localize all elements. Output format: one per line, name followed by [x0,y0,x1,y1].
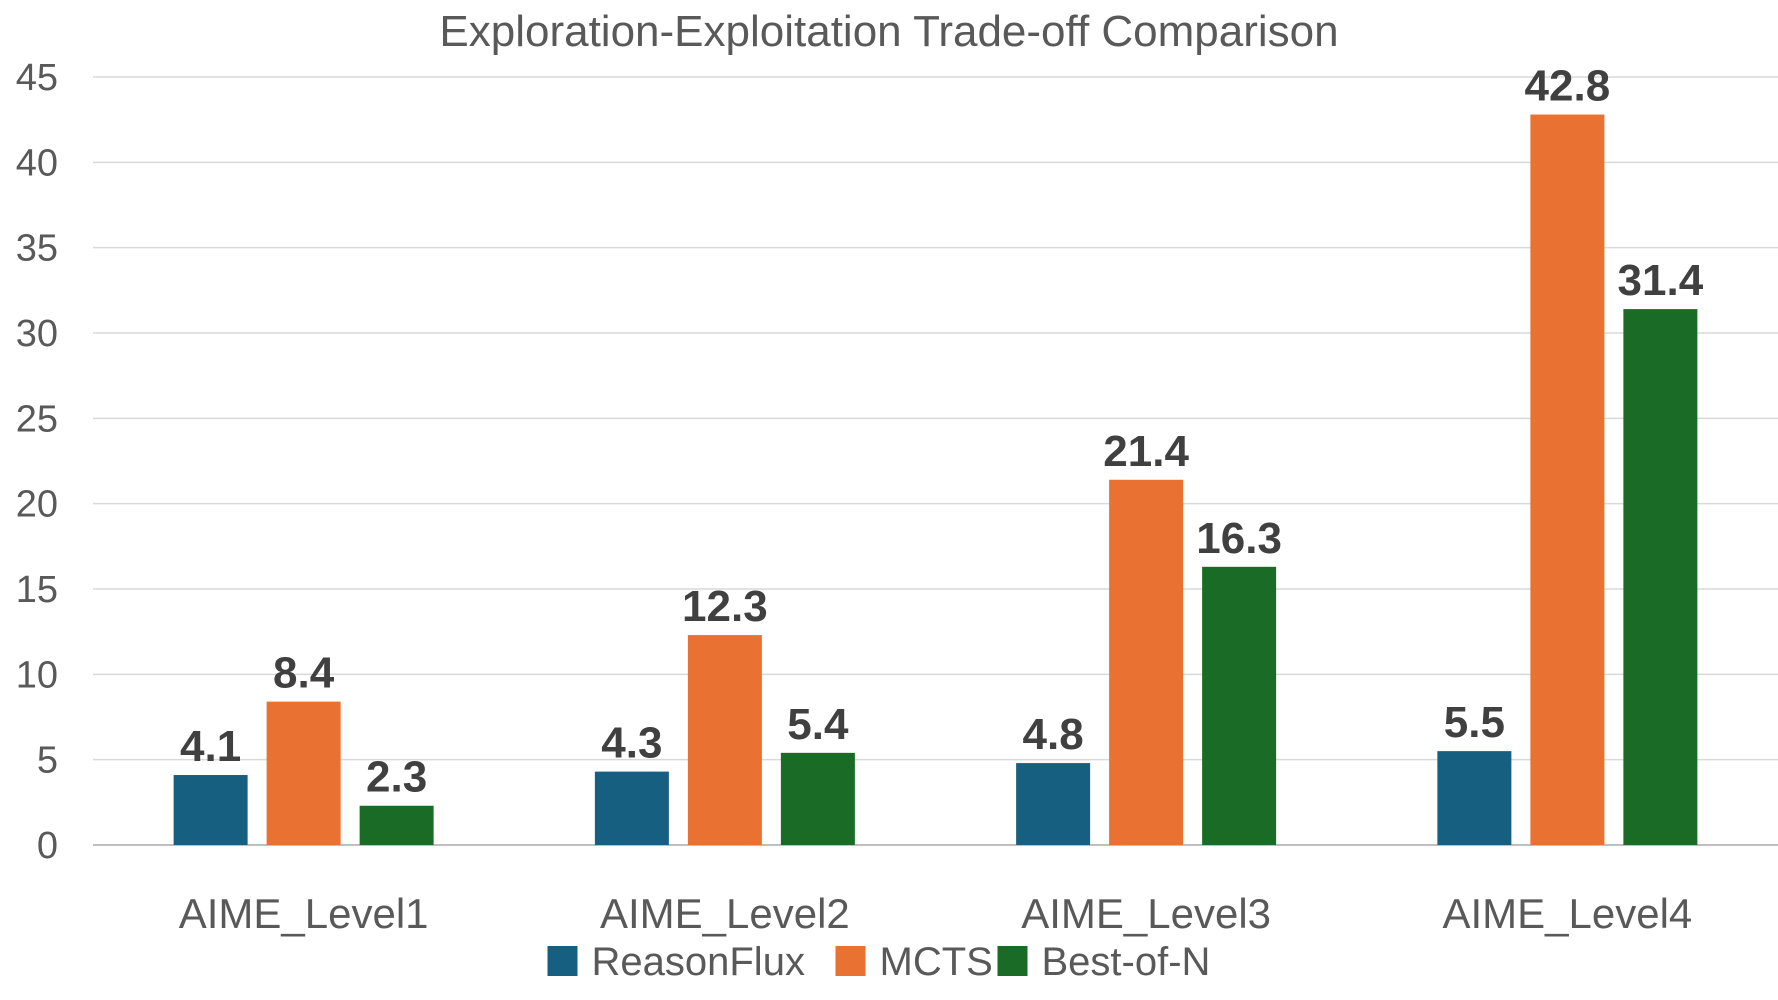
legend-label: MCTS [880,940,993,984]
bar-best-of-n-aime-level2 [780,752,855,845]
y-tick-label: 10 [16,654,58,696]
bar-best-of-n-aime-level1 [359,805,434,845]
y-axis-ticks: 0 5 10 15 20 25 30 35 40 45 [16,57,58,867]
y-tick-label: 0 [37,825,58,867]
x-tick-label: AIME_Level1 [179,890,429,937]
data-label: 4.8 [1023,710,1084,759]
x-axis-ticks: AIME_Level1 AIME_Level2 AIME_Level3 AIME_Le… [179,890,1693,937]
y-tick-label: 45 [16,57,58,99]
bar-mcts-aime-level2 [687,635,762,845]
legend-label: ReasonFlux [592,940,805,984]
bar-reasonflux-aime-level1 [173,775,248,845]
data-label: 12.3 [682,582,768,631]
x-tick-label: AIME_Level3 [1021,890,1271,937]
data-label: 5.4 [787,700,849,749]
data-label: 42.8 [1525,62,1611,111]
y-tick-label: 20 [16,484,58,526]
gridlines [93,76,1778,761]
bar-reasonflux-aime-level3 [1016,763,1091,845]
bar-mcts-aime-level3 [1109,479,1184,845]
data-label: 4.1 [180,722,241,771]
data-label: 21.4 [1103,427,1189,476]
bar-reasonflux-aime-level4 [1437,751,1512,845]
y-tick-label: 35 [16,228,58,270]
legend: ReasonFlux MCTS Best-of-N [547,940,1211,984]
bar-mcts-aime-level1 [266,701,341,845]
x-tick-label: AIME_Level2 [600,890,850,937]
data-label: 5.5 [1444,698,1505,747]
y-tick-label: 30 [16,313,58,355]
y-tick-label: 40 [16,142,58,184]
bar-best-of-n-aime-level4 [1623,309,1698,845]
data-label: 31.4 [1618,256,1704,305]
legend-swatch [835,946,866,976]
chart-title: Exploration-Exploitation Trade-off Compa… [439,7,1338,56]
legend-swatch [997,946,1028,976]
bar-best-of-n-aime-level3 [1202,566,1277,845]
y-tick-label: 15 [16,569,58,611]
x-tick-label: AIME_Level4 [1442,890,1692,937]
bars [173,114,1698,845]
legend-label: Best-of-N [1042,940,1211,984]
y-tick-label: 25 [16,398,58,440]
data-label: 8.4 [273,649,335,698]
bar-reasonflux-aime-level2 [594,771,669,845]
data-labels: 4.1 8.4 2.3 4.3 12.3 5.4 4.8 21.416.3 5.5 42.8 31.… [180,62,1704,802]
data-label: 4.3 [601,719,662,768]
bar-mcts-aime-level4 [1530,114,1605,845]
data-label: 2.3 [366,753,427,802]
data-label: 16.3 [1196,514,1282,563]
legend-swatch [547,946,578,976]
y-tick-label: 5 [37,740,58,782]
